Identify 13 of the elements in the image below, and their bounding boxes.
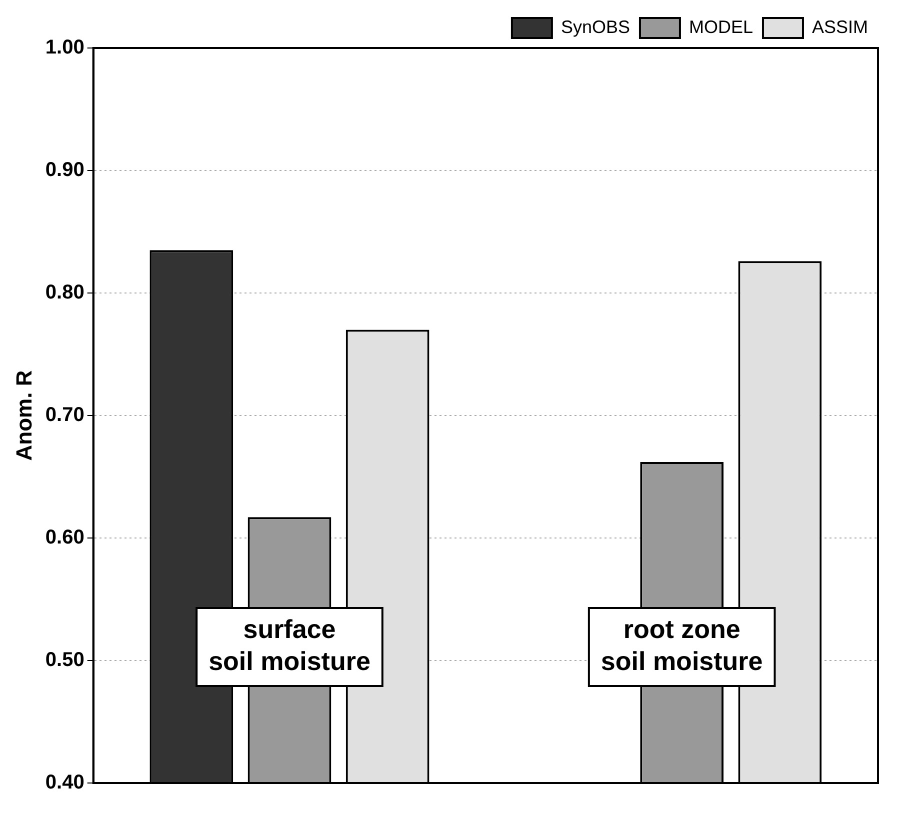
y-tick-label: 0.60 <box>45 526 84 549</box>
legend-label: MODEL <box>688 16 753 37</box>
y-tick-label: 1.00 <box>45 36 84 59</box>
x-tick-label: surface soil moisture <box>208 614 370 676</box>
y-tick-label: 0.80 <box>45 282 84 304</box>
legend-label: ASSIM <box>812 16 868 37</box>
legend-label: SynOBS <box>560 16 630 37</box>
y-tick-label: 0.70 <box>45 404 84 426</box>
x-tick-label: root zone soil moisture <box>600 614 763 676</box>
y-tick-label: 0.50 <box>45 649 84 672</box>
y-tick-label: 0.40 <box>45 772 84 794</box>
y-tick-label: 0.90 <box>45 159 84 182</box>
y-axis-title: Anom. R <box>11 370 36 461</box>
